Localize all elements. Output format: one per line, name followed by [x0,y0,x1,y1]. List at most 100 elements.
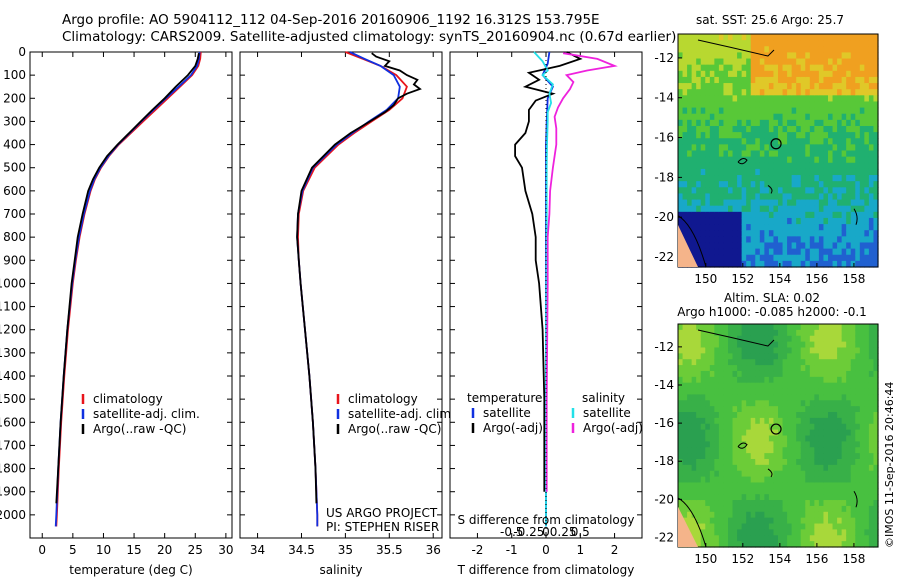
map-cell [873,353,879,360]
map-cell [782,248,788,256]
map-cell [791,70,797,78]
map-cell [691,193,697,201]
map-cell [714,482,720,489]
map-cell [855,248,861,256]
map-cell [741,341,747,349]
map-cell [809,394,815,401]
map-cell [728,329,734,337]
map-cell [746,341,752,349]
map-cell [682,113,688,121]
map-cell [850,230,856,237]
map-cell [787,365,793,372]
map-cell [841,365,847,372]
map-cell [768,400,775,407]
map-cell [873,64,879,72]
map-cell [796,376,802,384]
map-cell [714,417,720,425]
map-cell [791,529,797,536]
map-cell [796,64,802,72]
map-cell [705,370,711,378]
map-cell [750,435,756,442]
map-cell [855,150,861,158]
map-cell [850,242,856,250]
map-cell [687,113,693,121]
map-cell [691,447,697,454]
map-cell [750,205,756,213]
map-cell [682,353,688,360]
map-cell [700,529,706,536]
map-cell [741,260,747,268]
map-cell [837,505,843,513]
map-cell [764,138,770,145]
map-cell [864,488,870,495]
map-cell [805,476,811,484]
map-cell [687,199,693,207]
map-cell [700,168,706,176]
map-cell [714,95,720,103]
map-cell [809,406,815,413]
map-cell [714,254,720,262]
map-cell [696,341,702,349]
map-cell [773,150,779,158]
map-cell [759,435,765,442]
map-cell [841,529,847,536]
map-cell [855,394,861,401]
map-cell [696,58,702,66]
map-cell [759,388,765,396]
map-cell [782,107,788,115]
map-cell [696,205,702,213]
map-cell [755,447,761,454]
map-cell [741,329,747,337]
map-cell [732,417,738,425]
map-cell [687,83,693,90]
map-cell [718,64,725,72]
map-cell [687,458,693,466]
map-cell [800,205,806,213]
map-cell [818,181,825,188]
map-cell [809,254,815,262]
y-tick-label: 0 [18,45,26,59]
map-cell [718,400,725,407]
map-cell [714,107,720,115]
map-cell [696,168,702,176]
map-cell [796,76,802,84]
map-cell [864,205,870,213]
map-cell [850,254,856,262]
map-cell [768,523,775,530]
map-cell [800,83,806,90]
map-cell [809,205,815,213]
x-axis-label-2: S difference from climatology [458,513,635,527]
map-cell [791,242,797,250]
map-cell [696,476,702,484]
map-cell [750,46,756,53]
map-cell [737,236,743,244]
map-cell [746,193,752,201]
map-cell [814,89,820,96]
map-cell [850,150,856,158]
map-cell [855,224,861,231]
map-cell [705,107,711,115]
map-cell [737,150,743,158]
map-cell [828,464,834,472]
map-cell [796,535,802,542]
map-cell [841,144,847,152]
map-cell [832,324,838,331]
map-cell [768,441,775,448]
map-cell [741,150,747,158]
map-cell [805,40,811,47]
map-cell [709,107,715,115]
map-cell [728,254,734,262]
map-cell [850,125,856,133]
map-cell [728,119,734,127]
map-cell [759,119,765,127]
map-cell [737,464,743,472]
map-cell [700,447,706,454]
series-line-s-argo-adj- [545,52,618,492]
map-cell [728,132,734,139]
map-cell [787,224,793,231]
map-cell [764,205,770,213]
map-cell [682,125,688,133]
map-cell [868,76,875,84]
map-cell [709,187,715,195]
map-cell [841,447,847,454]
